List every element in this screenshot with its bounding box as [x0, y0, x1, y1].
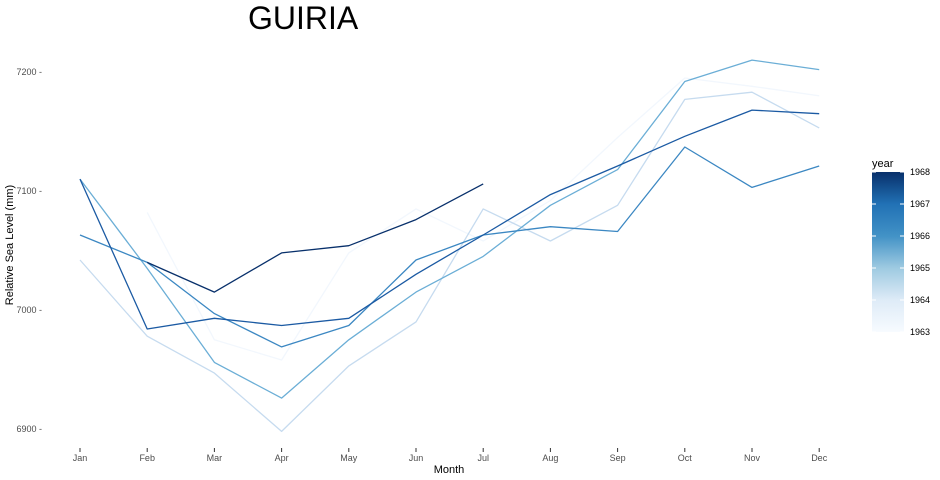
chart-title: GUIRIA	[248, 0, 359, 36]
legend-tick-label: 1963	[910, 327, 930, 337]
x-tick-label: May	[340, 453, 358, 463]
y-axis: 6900 - 7000 - 7100 - 7200 -	[16, 67, 42, 434]
y-tick-label: 7100 -	[16, 186, 42, 196]
x-tick-label: Sep	[610, 453, 626, 463]
legend-tick-label: 1967	[910, 199, 930, 209]
x-tick-label: Jan	[73, 453, 88, 463]
x-axis-title: Month	[434, 464, 465, 476]
plot-area	[79, 59, 820, 433]
legend-tick-label: 1968	[910, 167, 930, 177]
x-tick-label: Aug	[542, 453, 558, 463]
legend-tick-label: 1965	[910, 263, 930, 273]
y-tick-label: 7200 -	[16, 67, 42, 77]
y-tick-label: 6900 -	[16, 424, 42, 434]
x-tick-label: Nov	[744, 453, 761, 463]
series-line-1968	[146, 183, 484, 293]
legend-tick-label: 1966	[910, 231, 930, 241]
x-tick-label: Oct	[678, 453, 693, 463]
y-tick-label: 7000 -	[16, 305, 42, 315]
x-tick-label: Jul	[477, 453, 489, 463]
legend-title: year	[872, 158, 894, 170]
series-line-1967	[79, 109, 820, 330]
series-line-1963	[146, 77, 820, 361]
series-line-1966	[79, 146, 820, 348]
x-tick-label: Mar	[207, 453, 223, 463]
y-axis-title: Relative Sea Level (mm)	[4, 185, 16, 305]
series-line-1964	[79, 91, 820, 433]
legend-tick-label: 1964	[910, 295, 930, 305]
x-tick-label: Dec	[811, 453, 828, 463]
x-tick-label: Feb	[139, 453, 155, 463]
x-tick-label: Jun	[409, 453, 424, 463]
x-tick-label: Apr	[275, 453, 289, 463]
color-legend: year 1963 1964 1965 1966 1967 1968	[872, 158, 930, 337]
series-line-1965	[79, 59, 820, 399]
x-axis: Jan Feb Mar Apr May Jun Jul Aug Sep Oct Nov Dec	[73, 448, 828, 463]
legend-colorbar	[872, 172, 904, 332]
